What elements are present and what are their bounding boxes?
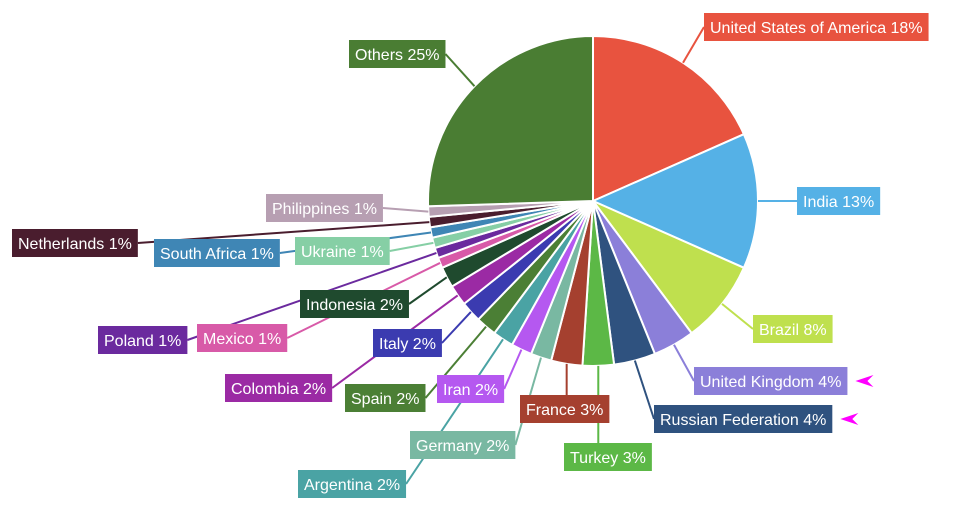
slice-label-philippines: Philippines 1% (272, 201, 377, 218)
pie-slice-others (427, 34, 594, 208)
slice-label-box-germany (410, 431, 516, 459)
leader-line-indonesia (408, 276, 448, 305)
leader-line-iran (503, 349, 523, 390)
pie-slice-united-states-of-america (592, 34, 746, 203)
slice-label-brazil: Brazil 8% (759, 322, 827, 339)
slice-label-ukraine: Ukraine 1% (301, 244, 384, 261)
leader-line-philippines (382, 207, 429, 213)
leader-line-spain (424, 325, 487, 399)
slice-label-box-united-kingdom (694, 367, 848, 395)
slice-label-south-africa: South Africa 1% (160, 246, 274, 263)
slice-label-united-kingdom: United Kingdom 4% (700, 374, 841, 391)
slice-label-colombia: Colombia 2% (231, 381, 326, 398)
slice-label-italy: Italy 2% (379, 336, 436, 353)
slice-label-france: France 3% (526, 402, 603, 419)
slice-labels: United States of America 18% India 13% Bra… (12, 13, 929, 498)
leader-line-united-states-of-america (682, 26, 705, 64)
slice-label-box-south-africa (154, 239, 280, 267)
pointer-arrow-russian-federation (840, 413, 859, 425)
leader-line-russian-federation (633, 360, 655, 420)
slice-label-box-france (520, 395, 610, 423)
slice-label-box-argentina (298, 470, 407, 498)
slice-label-netherlands: Netherlands 1% (18, 236, 132, 253)
slice-label-united-states-of-america: United States of America 18% (710, 20, 923, 37)
slice-label-box-italy (373, 329, 442, 357)
pie-slices (427, 34, 759, 367)
slice-label-box-united-states-of-america (704, 13, 929, 41)
slice-label-box-philippines (266, 194, 383, 222)
slice-label-turkey: Turkey 3% (570, 450, 646, 467)
slice-label-box-turkey (564, 443, 652, 471)
slice-label-iran: Iran 2% (443, 382, 498, 399)
leader-line-united-kingdom (673, 344, 695, 382)
pie-slice-india (590, 132, 759, 270)
leader-line-brazil (721, 303, 754, 330)
slice-label-germany: Germany 2% (416, 438, 509, 455)
slice-label-box-spain (345, 384, 426, 412)
slice-label-box-poland (98, 326, 188, 354)
slice-label-box-brazil (753, 315, 833, 343)
slice-label-box-colombia (225, 374, 333, 402)
slice-label-box-iran (437, 375, 505, 403)
slice-label-box-india (797, 187, 881, 215)
slice-label-india: India 13% (803, 194, 874, 211)
pointer-arrows (840, 375, 874, 425)
leader-line-argentina (405, 338, 504, 485)
slice-label-spain: Spain 2% (351, 391, 420, 408)
slice-label-box-netherlands (12, 229, 138, 257)
leader-line-ukraine (389, 241, 434, 252)
slice-label-box-indonesia (300, 290, 409, 318)
leader-line-italy (441, 311, 472, 344)
pointer-arrow-united-kingdom (855, 375, 874, 387)
slice-label-box-ukraine (295, 237, 390, 265)
slice-label-box-russian-federation (654, 405, 833, 433)
slice-label-mexico: Mexico 1% (203, 331, 281, 348)
slice-label-argentina: Argentina 2% (304, 477, 400, 494)
slice-label-box-others (349, 40, 446, 68)
slice-label-poland: Poland 1% (104, 333, 181, 350)
slice-label-indonesia: Indonesia 2% (306, 297, 403, 314)
leader-line-others (444, 53, 476, 87)
slice-label-box-mexico (197, 324, 288, 352)
slice-label-russian-federation: Russian Federation 4% (660, 412, 826, 429)
slice-label-others: Others 25% (355, 47, 439, 64)
